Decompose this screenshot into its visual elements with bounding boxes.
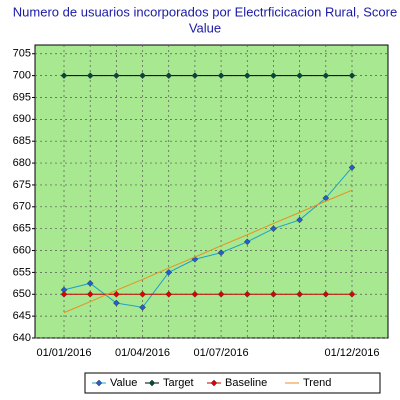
marker bbox=[217, 290, 225, 298]
y-tick-label: 650 bbox=[13, 288, 31, 300]
marker bbox=[113, 72, 120, 79]
chart-title: Numero de usuarios incorporados por Elec… bbox=[13, 4, 397, 19]
y-tick-label: 700 bbox=[13, 70, 31, 82]
legend-label: Trend bbox=[303, 377, 331, 389]
series-line bbox=[63, 189, 353, 314]
series-line bbox=[63, 167, 353, 308]
marker bbox=[60, 290, 68, 298]
legend-marker bbox=[210, 379, 218, 387]
marker bbox=[165, 269, 173, 276]
y-tick-label: 640 bbox=[13, 332, 31, 344]
y-tick-label: 675 bbox=[13, 179, 31, 191]
legend-marker bbox=[148, 379, 156, 387]
marker bbox=[243, 290, 251, 298]
marker bbox=[139, 304, 146, 311]
marker bbox=[270, 72, 277, 79]
y-tick-label: 655 bbox=[13, 266, 31, 278]
chart-title: Value bbox=[189, 20, 221, 35]
plot-area bbox=[34, 44, 389, 339]
marker bbox=[217, 72, 225, 79]
legend-label: Target bbox=[163, 377, 194, 389]
y-tick-label: 670 bbox=[13, 201, 31, 213]
legend-label: Baseline bbox=[225, 377, 267, 389]
y-tick-label: 690 bbox=[13, 113, 31, 125]
marker bbox=[113, 299, 120, 307]
y-tick-label: 660 bbox=[13, 244, 31, 256]
y-tick-label: 665 bbox=[13, 223, 31, 235]
marker bbox=[243, 72, 251, 79]
marker bbox=[296, 290, 303, 298]
legend-label: Value bbox=[110, 377, 137, 389]
marker bbox=[60, 72, 68, 79]
x-tick-label: 01/12/2016 bbox=[324, 347, 379, 359]
marker bbox=[191, 72, 199, 79]
marker bbox=[191, 290, 199, 298]
x-tick-label: 01/04/2016 bbox=[115, 347, 170, 359]
marker bbox=[139, 290, 146, 298]
marker bbox=[139, 72, 146, 79]
marker bbox=[165, 72, 173, 79]
marker bbox=[86, 72, 94, 79]
marker bbox=[348, 290, 356, 298]
x-tick-label: 01/07/2016 bbox=[194, 347, 249, 359]
y-tick-label: 645 bbox=[13, 310, 31, 322]
marker bbox=[165, 290, 173, 298]
y-tick-label: 685 bbox=[13, 135, 31, 147]
y-tick-label: 680 bbox=[13, 157, 31, 169]
marker bbox=[270, 290, 277, 298]
marker bbox=[86, 290, 94, 298]
marker bbox=[348, 72, 356, 79]
marker bbox=[322, 290, 330, 298]
legend-box bbox=[84, 372, 381, 394]
marker bbox=[86, 279, 94, 287]
x-tick-label: 01/01/2016 bbox=[36, 347, 91, 359]
marker bbox=[296, 216, 303, 224]
legend-marker bbox=[95, 379, 103, 387]
marker bbox=[296, 72, 303, 79]
marker bbox=[322, 72, 330, 79]
marker bbox=[113, 290, 120, 298]
marker bbox=[348, 164, 356, 171]
marker bbox=[217, 249, 225, 257]
marker bbox=[270, 225, 277, 233]
y-tick-label: 695 bbox=[13, 91, 31, 103]
marker bbox=[243, 238, 251, 246]
y-tick-label: 705 bbox=[13, 48, 31, 60]
